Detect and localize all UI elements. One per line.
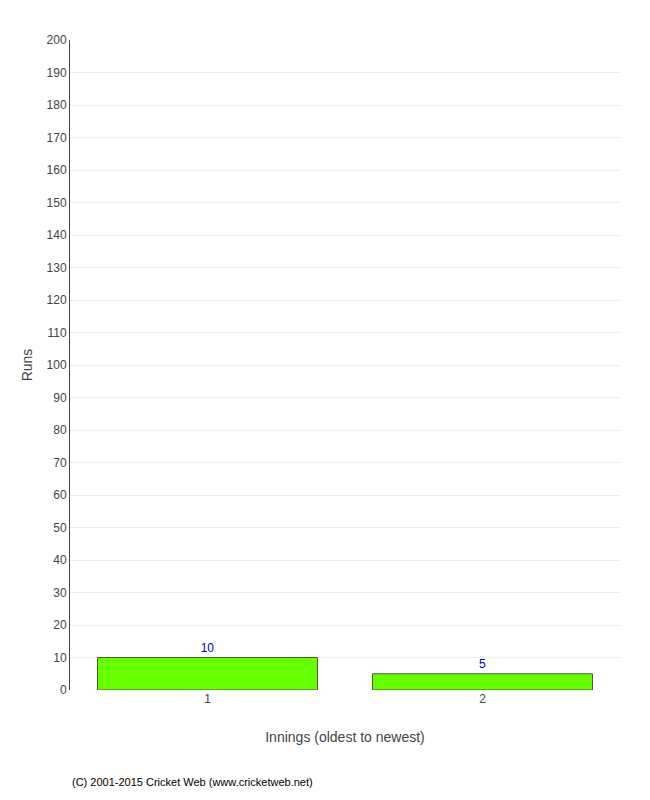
- svg-text:60: 60: [53, 488, 67, 502]
- svg-text:150: 150: [47, 196, 67, 210]
- svg-text:5: 5: [479, 657, 486, 671]
- svg-text:200: 200: [47, 33, 67, 47]
- svg-text:140: 140: [47, 228, 67, 242]
- svg-text:110: 110: [47, 326, 66, 340]
- svg-text:40: 40: [53, 553, 67, 567]
- svg-text:1: 1: [204, 692, 211, 706]
- svg-text:120: 120: [47, 293, 67, 307]
- svg-text:Runs: Runs: [19, 349, 35, 382]
- svg-text:10: 10: [53, 651, 67, 665]
- svg-text:20: 20: [53, 618, 67, 632]
- svg-text:30: 30: [53, 586, 67, 600]
- svg-text:2: 2: [479, 692, 486, 706]
- svg-text:50: 50: [53, 521, 67, 535]
- svg-text:0: 0: [60, 683, 67, 697]
- svg-text:100: 100: [47, 358, 67, 372]
- svg-text:70: 70: [53, 456, 67, 470]
- svg-text:160: 160: [47, 163, 67, 177]
- svg-text:170: 170: [47, 131, 67, 145]
- svg-text:180: 180: [47, 98, 67, 112]
- svg-text:90: 90: [53, 391, 67, 405]
- svg-text:80: 80: [53, 423, 67, 437]
- svg-text:130: 130: [47, 261, 67, 275]
- svg-text:Innings (oldest to newest): Innings (oldest to newest): [265, 729, 425, 745]
- svg-text:(C) 2001-2015 Cricket Web (www: (C) 2001-2015 Cricket Web (www.cricketwe…: [72, 776, 313, 788]
- svg-text:10: 10: [201, 641, 215, 655]
- svg-text:190: 190: [47, 66, 67, 80]
